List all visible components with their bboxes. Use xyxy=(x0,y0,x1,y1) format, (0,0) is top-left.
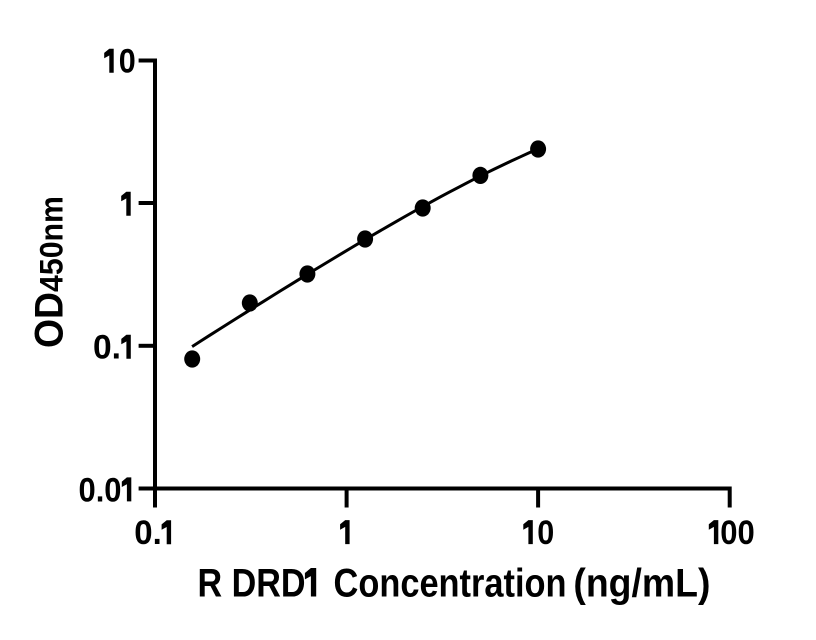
svg-text:R DRD: R DRD xyxy=(198,562,306,606)
svg-text:0.: 0. xyxy=(134,514,162,552)
svg-text:0.0: 0.0 xyxy=(79,471,122,509)
svg-text:Concentration: Concentration xyxy=(334,562,567,606)
svg-text:0.: 0. xyxy=(93,329,121,367)
svg-text:(ng/mL): (ng/mL) xyxy=(573,562,710,606)
svg-text:OD: OD xyxy=(28,292,72,348)
svg-text:450nm: 450nm xyxy=(34,196,70,292)
svg-text:00: 00 xyxy=(720,514,755,552)
svg-text:0: 0 xyxy=(537,514,554,552)
svg-text:0: 0 xyxy=(119,43,136,81)
